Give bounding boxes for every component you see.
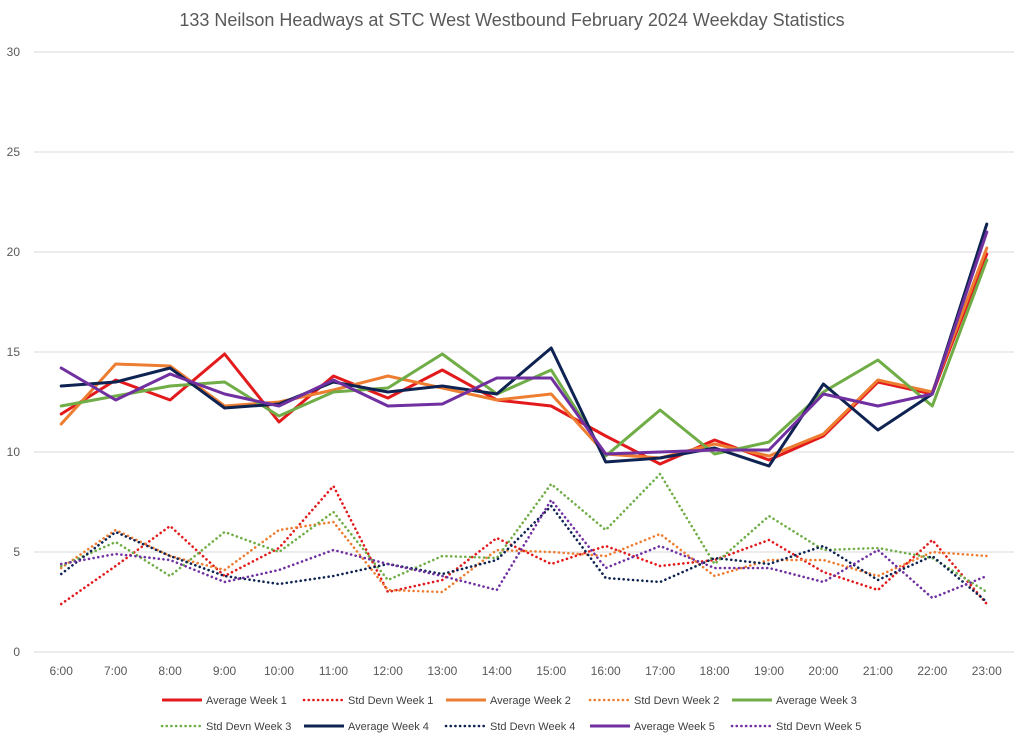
y-tick-label: 5 [13,545,20,559]
series-line-std-devn-week-2 [59,520,989,594]
x-tick-label: 17:00 [645,664,675,678]
y-tick-label: 25 [7,145,21,159]
x-tick-label: 19:00 [754,664,784,678]
x-tick-label: 18:00 [700,664,730,678]
series-line-average-week-1 [59,252,989,466]
x-tick-label: 10:00 [264,664,294,678]
series-line-average-week-4 [59,222,989,468]
chart-title: 133 Neilson Headways at STC West Westbou… [179,10,844,30]
x-tick-label: 22:00 [917,664,947,678]
series-line-average-week-5 [59,230,989,456]
y-tick-label: 10 [7,445,21,459]
legend-label: Average Week 2 [490,695,571,707]
legend-label: Average Week 5 [634,721,715,733]
x-tick-label: 23:00 [972,664,1002,678]
x-axis-ticks: 6:00 7:00 8:00 9:00 10:00 11:00 12:00 13:00 14:0… [50,664,1003,678]
series-line-average-week-3 [59,258,989,458]
legend-label: Std Devn Week 2 [634,695,719,707]
series-line-std-devn-week-5 [59,498,989,600]
series-line-std-devn-week-3 [59,472,989,594]
series-lines [59,222,989,606]
x-tick-label: 15:00 [536,664,566,678]
x-tick-label: 8:00 [158,664,182,678]
x-tick-label: 16:00 [591,664,621,678]
x-tick-label: 20:00 [808,664,838,678]
y-tick-label: 20 [7,245,21,259]
y-tick-label: 0 [13,645,20,659]
series-line-std-devn-week-4 [59,504,989,604]
x-tick-label: 11:00 [319,664,348,678]
legend-label: Std Devn Week 3 [206,721,291,733]
series-line-std-devn-week-1 [59,484,989,606]
y-tick-label: 30 [7,45,21,59]
legend-label: Std Devn Week 1 [348,695,433,707]
series-line-average-week-2 [59,246,989,460]
legend-label: Average Week 3 [776,695,857,707]
x-tick-label: 14:00 [482,664,512,678]
x-tick-label: 7:00 [104,664,128,678]
legend-label: Std Devn Week 5 [776,721,861,733]
legend-label: Std Devn Week 4 [490,721,575,733]
x-tick-label: 9:00 [213,664,237,678]
legend: Average Week 1 Std Devn Week 1 Average Wee… [160,695,861,733]
gridlines [34,51,1014,653]
y-tick-label: 15 [7,345,21,359]
x-tick-label: 13:00 [427,664,457,678]
y-axis-ticks: 0 5 10 15 20 25 30 [7,45,21,659]
legend-label: Average Week 1 [206,695,287,707]
x-tick-label: 21:00 [863,664,893,678]
legend-label: Average Week 4 [348,721,429,733]
x-tick-label: 12:00 [373,664,403,678]
x-tick-label: 6:00 [50,664,74,678]
